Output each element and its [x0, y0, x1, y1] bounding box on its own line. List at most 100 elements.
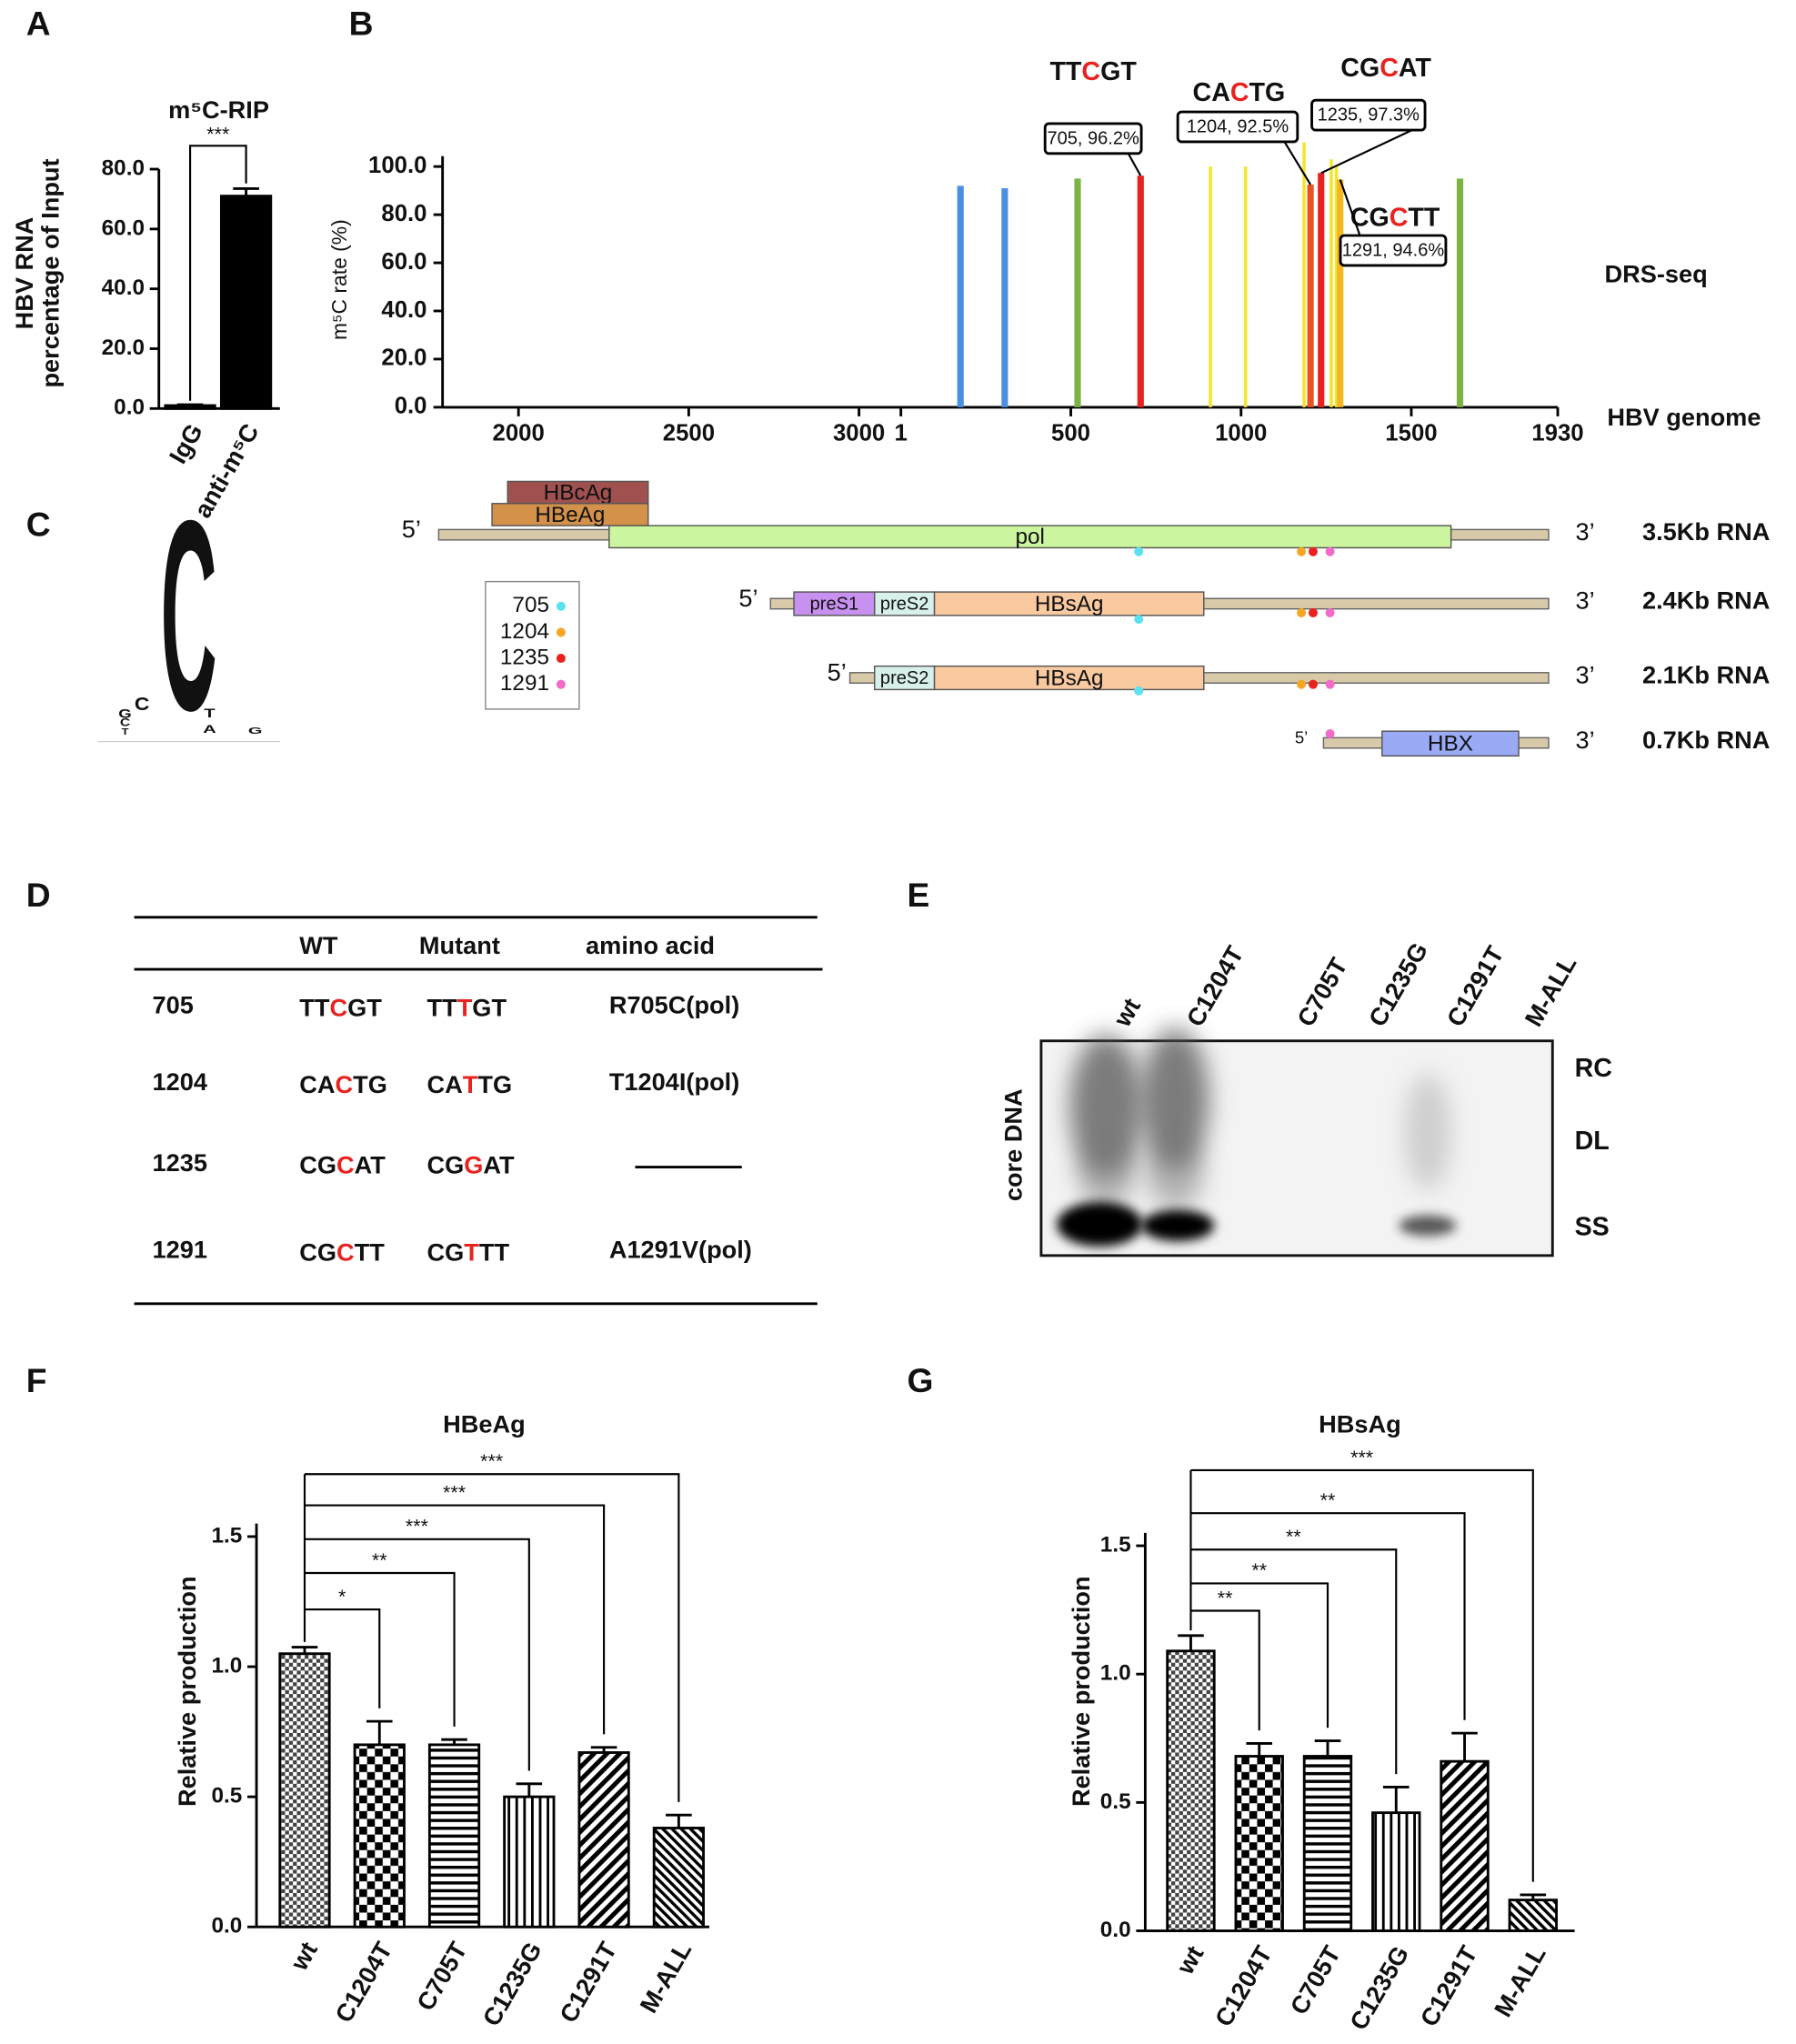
x-tick-label: 1930 [1531, 421, 1583, 446]
significance-bracket [188, 145, 247, 401]
annotation-label: 705, 96.2% [1047, 128, 1139, 148]
table-mutant: TTTGT [427, 994, 507, 1022]
significance-label: ** [1286, 1526, 1301, 1548]
letter: GT [1100, 57, 1137, 86]
site-legend-dot [556, 601, 566, 611]
annotation-box [1310, 98, 1427, 132]
y-tick-label: 0.5 [1100, 1789, 1131, 1814]
gene-label: HBsAg [1035, 592, 1104, 616]
site-legend-dot [556, 679, 566, 689]
panel-label: F [26, 1361, 47, 1399]
letter: C [336, 1070, 354, 1098]
gene-box [793, 591, 876, 616]
transcript-label: 2.4Kb RNA [1642, 586, 1770, 615]
gene-box [1381, 730, 1520, 757]
letter: CA [1193, 78, 1230, 107]
band-label: SS [1575, 1212, 1610, 1241]
letter: TT [355, 1238, 386, 1267]
y-tick-label: 0.0 [114, 396, 145, 420]
significance-bracket [1190, 1582, 1329, 1728]
y-axis-label: m⁵C rate (%) [327, 219, 351, 340]
annotation-box [1176, 110, 1299, 144]
leader-line [1127, 153, 1142, 176]
site-legend-dot [556, 627, 566, 637]
site-dot [1297, 679, 1307, 689]
gene-box [874, 665, 936, 691]
table-wt: TTCGT [299, 994, 382, 1022]
logo-letter: T [204, 706, 216, 720]
x-tick-label: 2000 [493, 421, 545, 446]
letter: AT [355, 1151, 386, 1179]
y-axis-label: percentage of Input [36, 158, 65, 387]
site-dot [1325, 679, 1335, 689]
panel-label: A [26, 4, 51, 42]
bar [1508, 1899, 1558, 1932]
letter: C [1081, 57, 1100, 86]
letter: CG [299, 1238, 336, 1267]
bar [1302, 1755, 1353, 1932]
significance-bracket [304, 1608, 381, 1708]
panel-label: C [26, 505, 51, 543]
gene-label: HBsAg [1035, 666, 1104, 690]
y-tick-label: 60.0 [381, 249, 426, 275]
y-axis-label: Relative production [173, 1576, 201, 1807]
x-tick-label: 1 [895, 421, 908, 446]
gene-label: HBX [1428, 732, 1473, 756]
five-prime: 5’ [402, 515, 421, 543]
bar [1440, 1759, 1490, 1932]
site-dot [1308, 679, 1318, 689]
gene-label: pol [1016, 525, 1045, 549]
y-tick-label: 40.0 [102, 276, 145, 300]
table-wt: CGCTT [299, 1238, 385, 1267]
site-dot [1134, 686, 1144, 696]
gene-box [507, 480, 649, 505]
site-legend-dot [556, 654, 566, 664]
gene-label: HBcAg [544, 480, 613, 505]
x-tick-label: 500 [1051, 421, 1090, 446]
five-prime: 5’ [1295, 728, 1308, 747]
site-dot [1325, 729, 1335, 739]
y-tick-label: 1.5 [211, 1523, 242, 1548]
y-tick-label: 20.0 [102, 336, 145, 360]
three-prime: 3’ [1575, 586, 1594, 615]
significance-bracket [304, 1504, 606, 1735]
significance-bracket [1190, 1468, 1534, 1882]
three-prime: 3’ [1575, 660, 1594, 688]
table-mutant: CGTTT [427, 1238, 510, 1267]
y-axis-label: HBV RNA [10, 217, 38, 330]
bar [1371, 1811, 1421, 1932]
letter: TT [1049, 57, 1081, 86]
table-header: WT [299, 931, 338, 959]
panel-label: B [349, 4, 374, 42]
transcript-label: 2.1Kb RNA [1642, 660, 1770, 688]
table-amino-acid: A1291V(pol) [609, 1236, 752, 1264]
bar [164, 404, 216, 410]
letter: C [1230, 78, 1249, 107]
y-tick-label: 60.0 [102, 215, 145, 240]
annotation-box [1043, 122, 1143, 155]
significance-label: *** [480, 1450, 504, 1472]
significance-bracket [1190, 1548, 1398, 1775]
panel-label: D [26, 876, 51, 914]
site-dot [1325, 607, 1335, 617]
letter: CA [299, 1070, 335, 1098]
x-tick-label: 2500 [663, 421, 715, 446]
motif: CGCTT [1350, 203, 1440, 232]
significance-bracket [304, 1571, 456, 1727]
site-dot [1297, 546, 1307, 556]
letter: AT [1399, 53, 1432, 82]
letter: C [1380, 53, 1399, 82]
significance-label: *** [406, 1516, 429, 1538]
panel-label: G [908, 1361, 934, 1399]
site-legend-label: 1204 [500, 619, 549, 644]
significance-label: ** [1218, 1587, 1233, 1608]
letter: T [463, 1070, 478, 1098]
letter: CG [299, 1151, 336, 1179]
table-mutant: CATTG [427, 1070, 513, 1098]
transcript-label: 0.7Kb RNA [1642, 726, 1770, 754]
logo-letter: A [203, 724, 216, 736]
letter: AT [483, 1151, 515, 1179]
y-tick-label: 100.0 [368, 153, 426, 178]
motif: TTCGT [1049, 57, 1137, 86]
